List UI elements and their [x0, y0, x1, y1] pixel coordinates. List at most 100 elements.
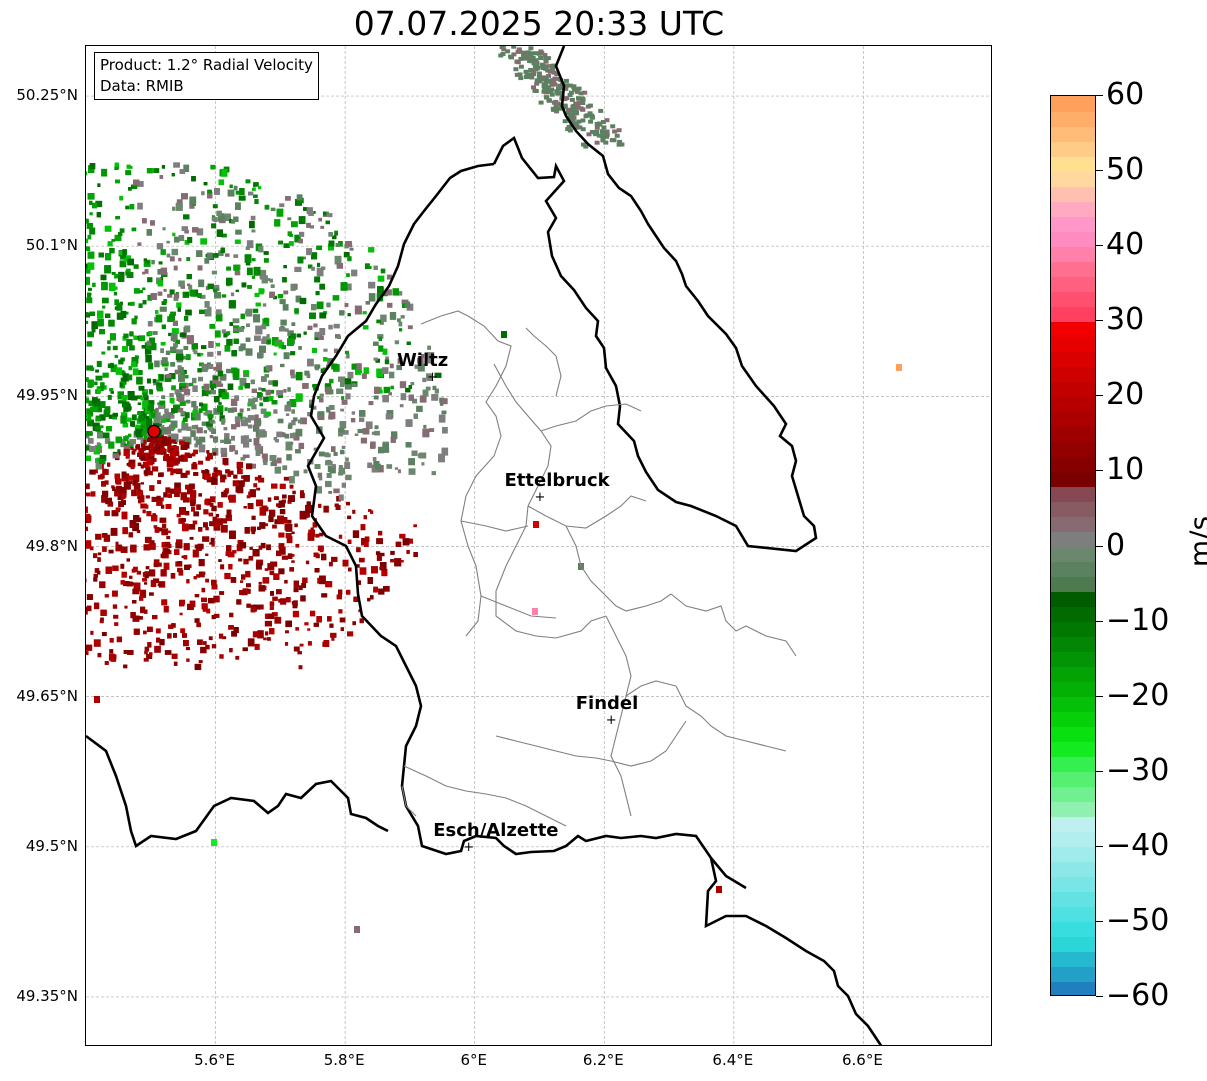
velocity-echo-pixel [213, 439, 218, 443]
velocity-echo-pixel [86, 365, 93, 371]
velocity-echo-pixel [229, 648, 233, 653]
velocity-echo-pixel [375, 463, 381, 470]
velocity-echo-pixel [181, 555, 185, 558]
velocity-echo-pixel [549, 82, 555, 87]
velocity-echo-pixel [353, 596, 360, 602]
velocity-echo-pixel [337, 335, 341, 339]
velocity-echo-pixel [95, 375, 103, 381]
velocity-echo-pixel [139, 596, 144, 601]
velocity-echo-pixel [201, 386, 205, 390]
velocity-echo-pixel [594, 125, 600, 130]
velocity-echo-pixel [565, 107, 571, 112]
velocity-echo-pixel [219, 654, 224, 659]
velocity-echo-pixel [269, 455, 277, 461]
velocity-echo-pixel [205, 527, 209, 531]
velocity-echo-pixel [241, 419, 248, 427]
velocity-echo-pixel [305, 504, 313, 514]
velocity-echo-pixel [159, 497, 164, 502]
velocity-echo-pixel [176, 349, 184, 355]
velocity-echo-pixel [387, 302, 393, 308]
velocity-echo-pixel [368, 401, 374, 406]
luxembourg-border [492, 46, 818, 553]
velocity-echo-pixel [375, 551, 381, 556]
velocity-echo-pixel [203, 473, 211, 480]
velocity-echo-pixel [215, 513, 220, 518]
velocity-echo-pixel [360, 437, 368, 444]
velocity-echo-pixel [317, 396, 321, 400]
velocity-echo-pixel [147, 294, 153, 301]
velocity-echo-pixel [172, 206, 176, 211]
velocity-echo-pixel [298, 238, 303, 244]
velocity-echo-pixel [302, 577, 308, 584]
colorbar-segment [1051, 576, 1095, 593]
velocity-echo-pixel [196, 504, 201, 510]
velocity-echo-pixel [92, 282, 96, 288]
map-title: 07.07.2025 20:33 UTC [353, 4, 725, 43]
colorbar-segment [1051, 936, 1095, 953]
velocity-echo-pixel [580, 127, 586, 132]
velocity-echo-pixel [164, 541, 171, 547]
velocity-echo-pixel [112, 414, 118, 420]
velocity-echo-pixel [180, 454, 188, 462]
velocity-echo-pixel [234, 450, 239, 455]
velocity-echo-pixel [145, 495, 150, 499]
velocity-echo-pixel [126, 272, 134, 278]
velocity-echo-pixel [517, 72, 523, 77]
velocity-echo-pixel [146, 168, 153, 174]
velocity-echo-pixel [331, 636, 335, 641]
velocity-echo-pixel [554, 72, 560, 77]
velocity-echo-pixel [291, 419, 296, 426]
velocity-echo-pixel [524, 72, 530, 77]
velocity-echo-pixel [201, 191, 205, 196]
velocity-echo-pixel [358, 557, 365, 563]
velocity-echo-pixel [142, 287, 146, 291]
velocity-echo-pixel [252, 549, 260, 557]
velocity-echo-pixel [250, 526, 256, 532]
velocity-echo-pixel [193, 436, 199, 441]
velocity-echo-pixel [382, 568, 388, 576]
velocity-echo-pixel [278, 543, 285, 550]
velocity-echo-pixel [265, 365, 270, 371]
velocity-echo-pixel [173, 296, 179, 301]
velocity-echo-pixel [115, 541, 119, 545]
velocity-echo-pixel [543, 82, 549, 87]
velocity-echo-pixel [171, 433, 177, 440]
velocity-echo-pixel [289, 399, 297, 408]
velocity-echo-pixel [328, 415, 334, 420]
velocity-echo-pixel [426, 373, 432, 378]
colorbar-segment [1051, 786, 1095, 803]
velocity-echo-pixel [313, 552, 319, 557]
velocity-echo-pixel [210, 164, 216, 170]
velocity-echo-pixel [217, 502, 223, 508]
velocity-echo-pixel [86, 276, 90, 285]
velocity-echo-pixel [207, 452, 212, 458]
velocity-echo-pixel [261, 338, 267, 344]
velocity-echo-pixel [517, 49, 523, 54]
velocity-echo-pixel [136, 529, 141, 534]
velocity-echo-pixel [288, 241, 294, 246]
velocity-echo-pixel [604, 129, 610, 134]
velocity-echo-pixel [212, 452, 217, 456]
velocity-echo-pixel [183, 345, 189, 351]
velocity-echo-pixel [153, 525, 158, 529]
velocity-echo-pixel [101, 495, 108, 503]
velocity-echo-pixel [208, 341, 214, 348]
velocity-echo-pixel [274, 519, 280, 525]
velocity-echo-pixel [518, 64, 524, 69]
velocity-echo-pixel [194, 594, 200, 598]
velocity-echo-pixel [334, 255, 342, 265]
velocity-echo-pixel [146, 378, 152, 384]
map-panel[interactable] [85, 45, 992, 1046]
velocity-echo-pixel [533, 521, 539, 528]
velocity-echo-pixel [306, 501, 311, 506]
velocity-echo-pixel [248, 191, 254, 196]
velocity-echo-pixel [178, 257, 182, 262]
velocity-echo-pixel [246, 323, 251, 328]
velocity-echo-pixel [153, 559, 160, 566]
velocity-echo-pixel [206, 608, 211, 614]
velocity-echo-pixel [112, 590, 118, 597]
colorbar-segment [1051, 396, 1095, 412]
velocity-echo-pixel [92, 397, 98, 405]
velocity-echo-pixel [203, 522, 208, 528]
colorbar-segment [1051, 531, 1095, 547]
